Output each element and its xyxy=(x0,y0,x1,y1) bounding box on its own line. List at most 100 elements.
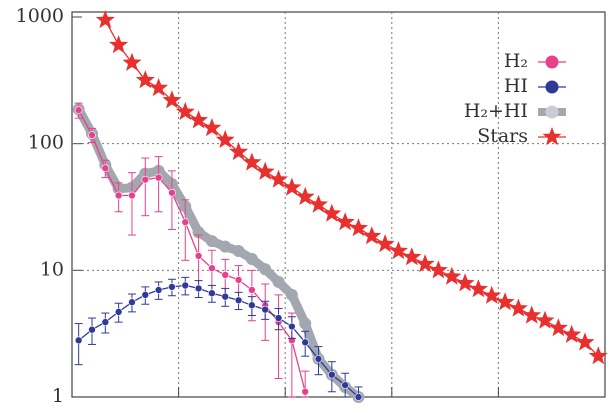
point xyxy=(234,276,243,284)
star-marker xyxy=(149,78,169,97)
point xyxy=(74,336,83,345)
point xyxy=(101,164,110,173)
star-marker xyxy=(202,118,222,137)
star-marker xyxy=(389,241,408,260)
point xyxy=(285,288,298,301)
legend-label: H₂ xyxy=(504,50,528,72)
legend-label: Stars xyxy=(477,125,528,147)
point xyxy=(114,191,123,200)
star-marker xyxy=(242,152,262,171)
point xyxy=(208,264,216,272)
point xyxy=(208,289,216,297)
star-marker xyxy=(375,234,395,253)
star-marker xyxy=(482,285,502,304)
point xyxy=(248,301,256,310)
point xyxy=(248,286,256,294)
star-marker xyxy=(162,90,182,109)
star-marker xyxy=(455,273,475,292)
star-marker xyxy=(495,292,515,311)
point xyxy=(154,173,163,182)
point xyxy=(194,284,203,293)
point xyxy=(154,286,163,294)
point xyxy=(288,322,296,331)
point xyxy=(101,318,110,326)
star-marker xyxy=(229,142,249,161)
point xyxy=(341,381,349,389)
y-tick-label: 1000 xyxy=(16,5,64,27)
point xyxy=(261,305,270,314)
series-line xyxy=(78,284,359,398)
point xyxy=(259,263,272,276)
star-marker xyxy=(335,212,355,231)
star-marker xyxy=(95,10,115,29)
y-tick-label: 10 xyxy=(40,258,64,280)
star-marker xyxy=(468,279,488,298)
point xyxy=(194,252,203,260)
star-marker xyxy=(295,186,315,205)
point xyxy=(168,188,176,197)
point xyxy=(232,245,245,258)
legend-marker xyxy=(542,127,562,146)
star-marker xyxy=(588,346,608,365)
legend-marker xyxy=(545,80,559,94)
y-tick-label: 1 xyxy=(52,385,64,407)
star-marker xyxy=(135,70,155,89)
point xyxy=(245,252,258,265)
point xyxy=(168,283,176,291)
point xyxy=(88,131,96,139)
point xyxy=(128,298,136,307)
plot-frame xyxy=(71,11,606,398)
point xyxy=(141,175,150,184)
point xyxy=(354,393,363,401)
star-marker xyxy=(255,161,275,180)
point xyxy=(234,296,243,305)
point xyxy=(219,240,232,253)
point xyxy=(88,325,96,334)
series-line xyxy=(74,107,362,401)
star-marker xyxy=(508,298,528,317)
star-marker xyxy=(428,260,448,279)
star-marker xyxy=(282,177,302,196)
point xyxy=(301,387,309,396)
y-tick-label: 100 xyxy=(28,132,64,154)
point xyxy=(299,317,312,330)
point xyxy=(114,308,123,316)
star-marker xyxy=(322,203,342,222)
star-marker xyxy=(309,194,328,213)
star-marker xyxy=(362,226,382,245)
point xyxy=(314,355,323,363)
legend-marker xyxy=(545,55,559,69)
point xyxy=(272,275,285,288)
series-line xyxy=(78,109,306,392)
star-marker xyxy=(415,254,435,273)
point xyxy=(181,218,190,226)
point xyxy=(274,314,283,322)
star-marker xyxy=(402,247,422,266)
star-marker xyxy=(109,35,129,54)
point xyxy=(301,338,309,347)
legend-label: H₂+HI xyxy=(464,100,528,122)
point xyxy=(74,106,83,114)
star-marker xyxy=(562,324,582,343)
star-marker xyxy=(442,266,462,285)
point xyxy=(328,370,336,379)
legend-marker xyxy=(545,105,559,119)
star-marker xyxy=(215,129,235,148)
point xyxy=(141,291,150,299)
point xyxy=(181,281,190,290)
star-marker xyxy=(189,110,209,129)
point xyxy=(128,191,136,200)
point xyxy=(221,292,230,301)
star-marker xyxy=(535,310,555,329)
star-marker xyxy=(269,169,288,188)
star-marker xyxy=(122,52,142,71)
point xyxy=(205,235,218,248)
star-marker xyxy=(575,332,595,351)
point xyxy=(221,271,230,279)
star-marker xyxy=(349,218,368,237)
star-marker xyxy=(548,318,568,337)
star-marker xyxy=(522,305,542,324)
legend-label: HI xyxy=(504,75,528,97)
star-marker xyxy=(175,101,195,120)
